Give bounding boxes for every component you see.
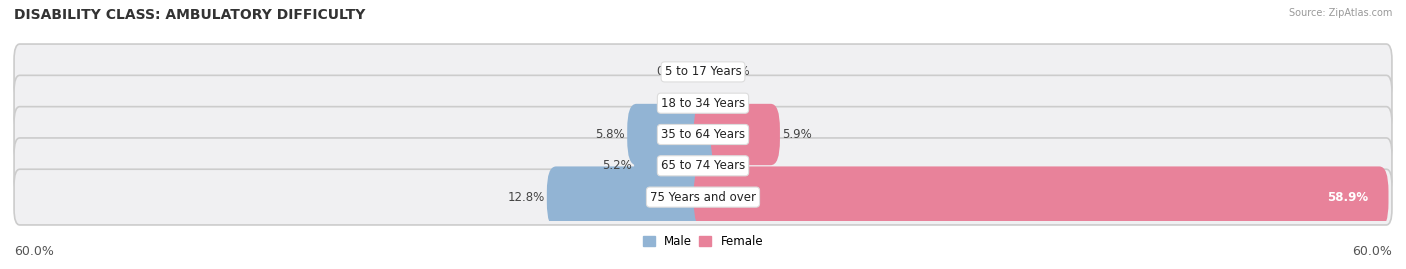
Text: 0.0%: 0.0%: [657, 65, 686, 78]
Text: 75 Years and over: 75 Years and over: [650, 191, 756, 204]
Text: 60.0%: 60.0%: [1353, 245, 1392, 258]
Text: 60.0%: 60.0%: [14, 245, 53, 258]
FancyBboxPatch shape: [14, 107, 1392, 162]
FancyBboxPatch shape: [693, 104, 780, 165]
Text: 0.0%: 0.0%: [720, 159, 749, 172]
FancyBboxPatch shape: [14, 44, 1392, 100]
FancyBboxPatch shape: [627, 104, 713, 165]
Text: 12.8%: 12.8%: [508, 191, 544, 204]
FancyBboxPatch shape: [693, 167, 1389, 228]
Text: 0.0%: 0.0%: [720, 97, 749, 110]
Text: DISABILITY CLASS: AMBULATORY DIFFICULTY: DISABILITY CLASS: AMBULATORY DIFFICULTY: [14, 8, 366, 22]
Legend: Male, Female: Male, Female: [638, 230, 768, 253]
Text: 5 to 17 Years: 5 to 17 Years: [665, 65, 741, 78]
Text: 18 to 34 Years: 18 to 34 Years: [661, 97, 745, 110]
Text: 5.9%: 5.9%: [782, 128, 813, 141]
FancyBboxPatch shape: [547, 167, 713, 228]
FancyBboxPatch shape: [14, 138, 1392, 194]
FancyBboxPatch shape: [634, 135, 713, 196]
FancyBboxPatch shape: [14, 169, 1392, 225]
Text: 35 to 64 Years: 35 to 64 Years: [661, 128, 745, 141]
Text: 0.0%: 0.0%: [720, 65, 749, 78]
Text: 0.0%: 0.0%: [657, 97, 686, 110]
Text: Source: ZipAtlas.com: Source: ZipAtlas.com: [1288, 8, 1392, 18]
FancyBboxPatch shape: [14, 75, 1392, 131]
Text: 5.8%: 5.8%: [595, 128, 624, 141]
Text: 5.2%: 5.2%: [602, 159, 631, 172]
Text: 65 to 74 Years: 65 to 74 Years: [661, 159, 745, 172]
Text: 58.9%: 58.9%: [1327, 191, 1368, 204]
